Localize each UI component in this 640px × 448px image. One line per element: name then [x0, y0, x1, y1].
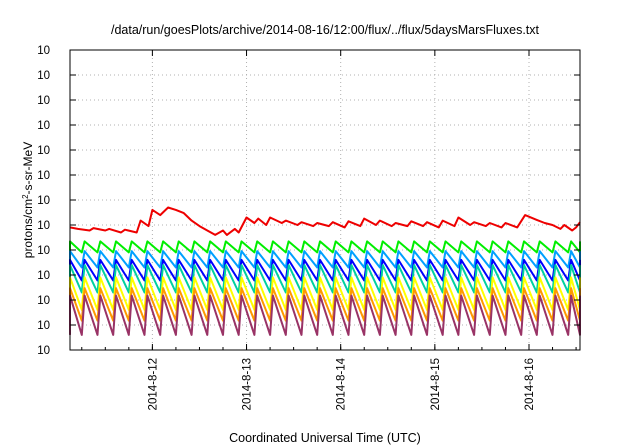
- series-layer: [69, 206, 581, 336]
- y-tick-label: 10: [37, 45, 50, 57]
- series-line-5: [69, 264, 581, 294]
- x-axis-ticks: 2014-8-12 2014-8-13 2014-8-14 2014-8-15 2014…: [81, 50, 577, 410]
- x-tick-label: 2014-8-12: [147, 358, 159, 410]
- y-tick-label: 10: [37, 295, 50, 307]
- x-axis-label: Coordinated Universal Time (UTC): [229, 431, 421, 445]
- x-tick-label: 2014-8-14: [336, 357, 348, 410]
- series-line-6: [69, 276, 581, 311]
- y-tick-label: 10: [37, 70, 50, 82]
- y-tick-label: 10: [37, 245, 50, 257]
- y-axis-ticks: 10610510410310210110010-110-210-310-410-…: [37, 45, 580, 357]
- y-tick-label: 10: [37, 320, 50, 332]
- y-axis-label-part1: protons/cm: [21, 199, 35, 258]
- series-line-3: [69, 250, 581, 269]
- x-tick-label: 2014-8-16: [524, 358, 536, 410]
- series-line-7: [69, 287, 581, 322]
- y-tick-label: 10: [37, 195, 50, 207]
- y-tick-label: 10: [37, 345, 50, 357]
- y-axis-label: protons/cm2-s-sr-MeV: [21, 142, 36, 258]
- series-line-8: [69, 294, 581, 336]
- y-tick-label: 10: [37, 270, 50, 282]
- y-tick-label: 10: [37, 220, 50, 232]
- x-tick-label: 2014-8-13: [242, 358, 254, 410]
- series-line-2: [69, 240, 581, 254]
- y-axis-label-exp: 2: [21, 194, 30, 199]
- chart-title: /data/run/goesPlots/archive/2014-08-16/1…: [111, 23, 540, 37]
- series-line-1: [69, 206, 581, 236]
- y-tick-label: 10: [37, 120, 50, 132]
- y-axis-label-part2: -s-sr-MeV: [21, 142, 35, 195]
- y-tick-label: 10: [37, 145, 50, 157]
- y-tick-label: 10: [37, 95, 50, 107]
- y-tick-label: 10: [37, 170, 50, 182]
- x-tick-label: 2014-8-15: [430, 358, 442, 410]
- series-line-4: [69, 258, 581, 282]
